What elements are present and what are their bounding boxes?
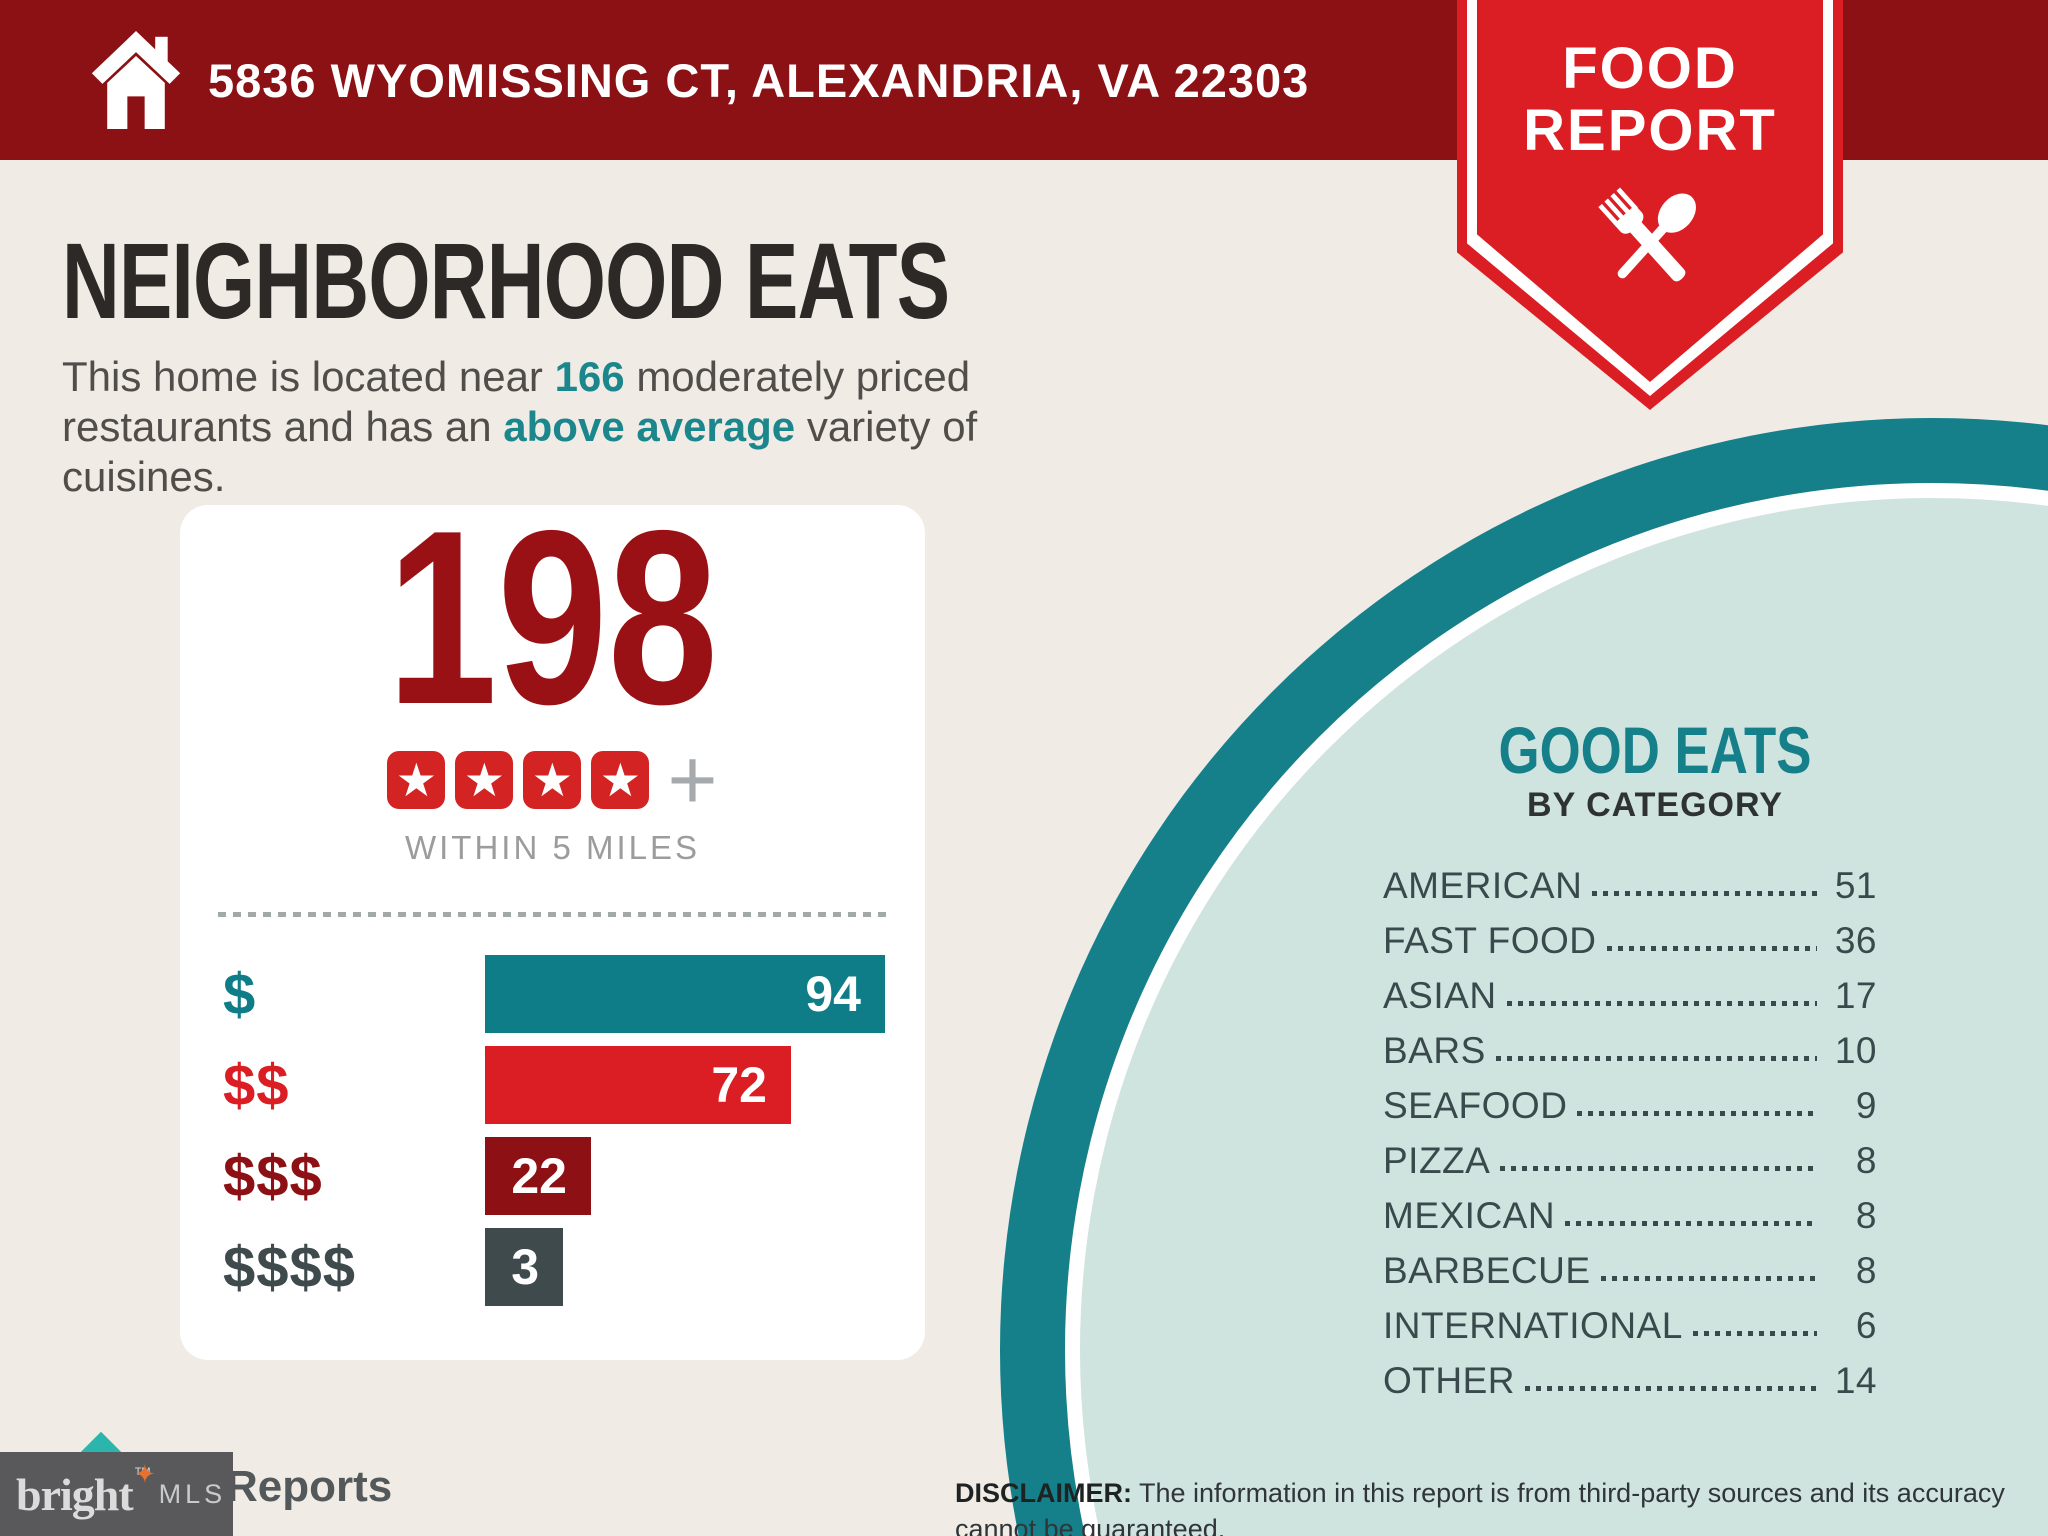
page-title: NEIGHBORHOOD EATS (62, 220, 950, 341)
category-label: FAST FOOD (1383, 919, 1597, 961)
price-bar-row: $$ 72 (180, 1046, 925, 1124)
food-report-ribbon: FOOD REPORT (1457, 0, 1843, 410)
category-label: INTERNATIONAL (1383, 1304, 1683, 1346)
category-value: 8 (1855, 1194, 1877, 1236)
category-value: 17 (1834, 974, 1877, 1016)
trademark-symbol: TM (134, 1466, 151, 1478)
price-level-label: $ (223, 961, 257, 1027)
price-level-label: $$$ (223, 1143, 323, 1209)
category-row: FAST FOOD 36 (1383, 913, 1877, 968)
star-rating: ★ ★ ★ ★ (387, 751, 650, 809)
price-bar-row: $94 (180, 955, 925, 1033)
price-bar-value: 22 (511, 1148, 567, 1204)
category-label: BARS (1383, 1029, 1486, 1071)
disclaimer-label: DISCLAIMER: (955, 1478, 1132, 1508)
category-value: 6 (1855, 1304, 1877, 1346)
dotted-leader (1565, 1221, 1817, 1226)
intro-text: This home is located near 166 moderately… (62, 352, 1137, 502)
category-label: SEAFOOD (1383, 1084, 1568, 1126)
category-label: OTHER (1383, 1359, 1515, 1401)
dotted-leader (1500, 1166, 1817, 1171)
plus-suffix: + (667, 732, 718, 828)
price-level-label: $$$$ (223, 1234, 357, 1300)
disclaimer-text: The information in this report is from t… (955, 1478, 2005, 1536)
dotted-leader (1495, 1056, 1817, 1061)
price-bar-value: 72 (711, 1057, 767, 1113)
price-bar-chart: $94 $$ 72 $$$ 22 $$$$ 3 (180, 955, 925, 1319)
category-row: INTERNATIONAL 6 (1383, 1298, 1877, 1353)
price-bar-value: 3 (511, 1239, 539, 1295)
price-bar: 72 (485, 1046, 791, 1124)
dotted-leader (1692, 1331, 1817, 1336)
category-label: ASIAN (1383, 974, 1497, 1016)
home-icon (91, 31, 181, 129)
good-eats-title: GOOD EATS (1498, 713, 1812, 787)
price-bar: 22 (485, 1137, 591, 1215)
category-row: SEAFOOD 9 (1383, 1078, 1877, 1133)
restaurant-count-inline: 166 (554, 353, 625, 400)
category-row: PIZZA 8 (1383, 1133, 1877, 1188)
intro-part3: variety of cuisines. (62, 403, 978, 500)
price-bar: 94 (485, 955, 885, 1033)
star-icon: ★ (591, 751, 650, 809)
bright-mls-star-icon: ✦ (134, 1460, 156, 1490)
category-value: 51 (1834, 864, 1877, 906)
category-label: BARBECUE (1383, 1249, 1591, 1291)
mls-label: MLS (158, 1478, 227, 1509)
bright-mls-wordmark: bright (16, 1468, 134, 1520)
category-value: 10 (1834, 1029, 1877, 1071)
category-row: BARBECUE 8 (1383, 1243, 1877, 1298)
star-icon: ★ (387, 751, 446, 809)
disclaimer: DISCLAIMER: The information in this repo… (955, 1475, 2010, 1536)
star-icon: ★ (455, 751, 514, 809)
radius-label: WITHIN 5 MILES (404, 829, 701, 866)
intro-part2: moderately priced restaurants and has an (62, 353, 971, 450)
ribbon-title-line2: REPORT (1523, 98, 1777, 163)
intro-part1: This home is located near (62, 353, 555, 400)
category-value: 9 (1855, 1084, 1877, 1126)
variety-rating-inline: above average (503, 403, 796, 450)
dotted-leader (1577, 1111, 1817, 1116)
price-bar-row: $$$ 22 (180, 1137, 925, 1215)
good-eats-subtitle: BY CATEGORY (1527, 786, 1783, 824)
dotted-leader (1606, 946, 1817, 951)
category-list: AMERICAN 51 FAST FOOD 36 ASIAN 17 BARS 10 SEAFOO… (1383, 858, 1877, 1408)
dotted-leader (1506, 1001, 1817, 1006)
price-level-label: $$ (223, 1052, 290, 1118)
category-label: PIZZA (1383, 1139, 1491, 1181)
category-label: MEXICAN (1383, 1194, 1556, 1236)
category-row: MEXICAN 8 (1383, 1188, 1877, 1243)
dotted-leader (1525, 1386, 1817, 1391)
price-bar-value: 94 (805, 966, 861, 1022)
reports-logo-text: Reports (226, 1462, 393, 1511)
category-value: 14 (1834, 1359, 1877, 1401)
category-value: 8 (1855, 1139, 1877, 1181)
dotted-leader (1600, 1276, 1817, 1281)
category-value: 36 (1834, 919, 1877, 961)
star-rating-row: ★ ★ ★ ★ + (180, 732, 925, 828)
ribbon-title-line1: FOOD (1562, 36, 1738, 101)
dotted-leader (1592, 891, 1817, 896)
restaurant-count: 198 (386, 478, 719, 756)
category-row: AMERICAN 51 (1383, 858, 1877, 913)
category-row: BARS 10 (1383, 1023, 1877, 1078)
spoon-fork-crossed-icon (1598, 187, 1696, 282)
bright-mls-watermark: bright ✦ TM MLS (0, 1452, 233, 1536)
ribbon-title: FOOD REPORT (1457, 38, 1843, 162)
restaurant-summary-card: 198 ★ ★ ★ ★ + WITHIN 5 MILES $94 $$ 72 $$$ 22 $$… (180, 493, 925, 1360)
category-row: ASIAN 17 (1383, 968, 1877, 1023)
category-row: OTHER 14 (1383, 1353, 1877, 1408)
star-icon: ★ (523, 751, 582, 809)
price-bar-row: $$$$ 3 (180, 1228, 925, 1306)
dashed-divider (218, 912, 888, 917)
price-bar: 3 (485, 1228, 563, 1306)
category-label: AMERICAN (1383, 864, 1583, 906)
property-address: 5836 WYOMISSING CT, ALEXANDRIA, VA 22303 (208, 53, 1310, 107)
category-value: 8 (1855, 1249, 1877, 1291)
